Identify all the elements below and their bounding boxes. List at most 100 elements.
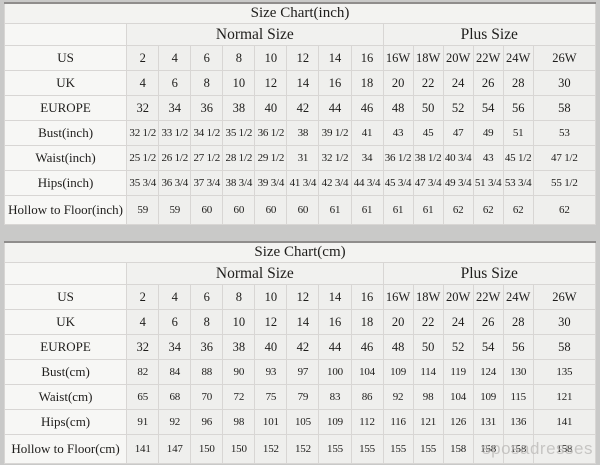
- size-value-cell: 47 1/2: [532, 145, 597, 171]
- size-value-cell: 109: [318, 409, 352, 435]
- size-value-cell: 61: [412, 195, 444, 225]
- size-value-cell: 18W: [412, 45, 444, 71]
- size-value-cell: 158: [532, 434, 597, 464]
- plus-size-header: Plus Size: [382, 23, 597, 46]
- size-value-cell: 26: [472, 70, 504, 96]
- size-value-cell: 92: [158, 409, 192, 435]
- table-row: EUROPE 32 34 36 38 40 42 44 46 48 50 52 54 56 58: [3, 95, 597, 121]
- size-value-cell: 109: [472, 384, 504, 410]
- row-label: Bust(inch): [3, 120, 128, 146]
- size-value-cell: 121: [532, 384, 597, 410]
- size-value-cell: 51: [502, 120, 534, 146]
- size-value-cell: 61: [382, 195, 414, 225]
- size-value-cell: 36 1/2: [382, 145, 414, 171]
- size-value-cell: 47: [442, 120, 474, 146]
- size-value-cell: 20: [382, 70, 414, 96]
- size-value-cell: 8: [190, 70, 224, 96]
- size-value-cell: 22W: [472, 45, 504, 71]
- size-value-cell: 42: [286, 95, 320, 121]
- table-row: Waist(cm) 65 68 70 72 75 79 83 86 92 98 104 109 115 12…: [3, 384, 597, 410]
- size-value-cell: 36: [190, 95, 224, 121]
- size-value-cell: 141: [532, 409, 597, 435]
- size-value-cell: 32 1/2: [318, 145, 352, 171]
- row-label: EUROPE: [3, 95, 128, 121]
- size-value-cell: 43: [382, 120, 414, 146]
- size-value-cell: 36 1/2: [254, 120, 288, 146]
- size-value-cell: 20W: [442, 284, 474, 310]
- size-value-cell: 16: [318, 309, 352, 335]
- size-value-cell: 32: [126, 334, 160, 360]
- size-value-cell: 141: [126, 434, 160, 464]
- size-value-cell: 14: [318, 284, 352, 310]
- size-value-cell: 6: [190, 45, 224, 71]
- size-value-cell: 98: [222, 409, 256, 435]
- table-row: UK 4 6 8 10 12 14 16 18 20 22 24 26 28 30: [3, 70, 597, 96]
- size-value-cell: 16: [350, 284, 384, 310]
- size-value-cell: 22: [412, 309, 444, 335]
- size-value-cell: 50: [412, 95, 444, 121]
- row-label: Waist(inch): [3, 145, 128, 171]
- size-value-cell: 24: [442, 70, 474, 96]
- size-value-cell: 38 1/2: [412, 145, 444, 171]
- size-value-cell: 61: [350, 195, 384, 225]
- size-value-cell: 60: [222, 195, 256, 225]
- size-value-cell: 32 1/2: [126, 120, 160, 146]
- group-header-row: Normal Size Plus Size: [3, 23, 597, 46]
- corner-cell: [3, 262, 128, 285]
- size-value-cell: 35 3/4: [126, 170, 160, 196]
- size-value-cell: 8: [190, 309, 224, 335]
- size-value-cell: 96: [190, 409, 224, 435]
- size-value-cell: 12: [286, 284, 320, 310]
- size-value-cell: 59: [126, 195, 160, 225]
- size-value-cell: 40: [254, 334, 288, 360]
- size-value-cell: 52: [442, 95, 474, 121]
- size-value-cell: 46: [350, 334, 384, 360]
- size-value-cell: 12: [286, 45, 320, 71]
- size-value-cell: 84: [158, 359, 192, 385]
- size-value-cell: 158: [472, 434, 504, 464]
- size-chart-inch-table: Size Chart(inch) Normal Size Plus Size U…: [3, 2, 597, 225]
- size-value-cell: 62: [442, 195, 474, 225]
- size-value-cell: 58: [532, 95, 597, 121]
- size-value-cell: 8: [222, 284, 256, 310]
- size-value-cell: 121: [412, 409, 444, 435]
- size-value-cell: 104: [442, 384, 474, 410]
- normal-size-header: Normal Size: [126, 262, 384, 285]
- size-value-cell: 6: [158, 309, 192, 335]
- size-value-cell: 38: [222, 334, 256, 360]
- size-value-cell: 18: [350, 309, 384, 335]
- size-value-cell: 61: [318, 195, 352, 225]
- size-value-cell: 155: [412, 434, 444, 464]
- size-value-cell: 158: [442, 434, 474, 464]
- size-value-cell: 24: [442, 309, 474, 335]
- size-value-cell: 22W: [472, 284, 504, 310]
- size-value-cell: 48: [382, 95, 414, 121]
- size-value-cell: 28: [502, 309, 534, 335]
- size-value-cell: 14: [286, 309, 320, 335]
- size-value-cell: 49 3/4: [442, 170, 474, 196]
- size-value-cell: 31: [286, 145, 320, 171]
- table-row: EUROPE 32 34 36 38 40 42 44 46 48 50 52 54 56 58: [3, 334, 597, 360]
- size-value-cell: 24W: [502, 284, 534, 310]
- size-value-cell: 10: [254, 284, 288, 310]
- size-value-cell: 55 1/2: [532, 170, 597, 196]
- size-value-cell: 50: [412, 334, 444, 360]
- size-value-cell: 30: [532, 309, 597, 335]
- size-value-cell: 36 3/4: [158, 170, 192, 196]
- row-label: Waist(cm): [3, 384, 128, 410]
- size-value-cell: 56: [502, 334, 534, 360]
- size-value-cell: 83: [318, 384, 352, 410]
- table-row: Hollow to Floor(inch) 59 59 60 60 60 60 61 61 61 6…: [3, 195, 597, 225]
- size-value-cell: 34: [158, 95, 192, 121]
- row-label: US: [3, 284, 128, 310]
- size-value-cell: 28 1/2: [222, 145, 256, 171]
- table-row: Waist(inch) 25 1/2 26 1/2 27 1/2 28 1/2 29 1/…: [3, 145, 597, 171]
- size-value-cell: 150: [222, 434, 256, 464]
- group-header-row: Normal Size Plus Size: [3, 262, 597, 285]
- size-value-cell: 24W: [502, 45, 534, 71]
- size-value-cell: 48: [382, 334, 414, 360]
- table-row: US 2 4 6 8 10 12 14 16 16W 18W 20W 22W 24W 26W: [3, 45, 597, 71]
- corner-cell: [3, 23, 128, 46]
- size-value-cell: 101: [254, 409, 288, 435]
- size-value-cell: 6: [190, 284, 224, 310]
